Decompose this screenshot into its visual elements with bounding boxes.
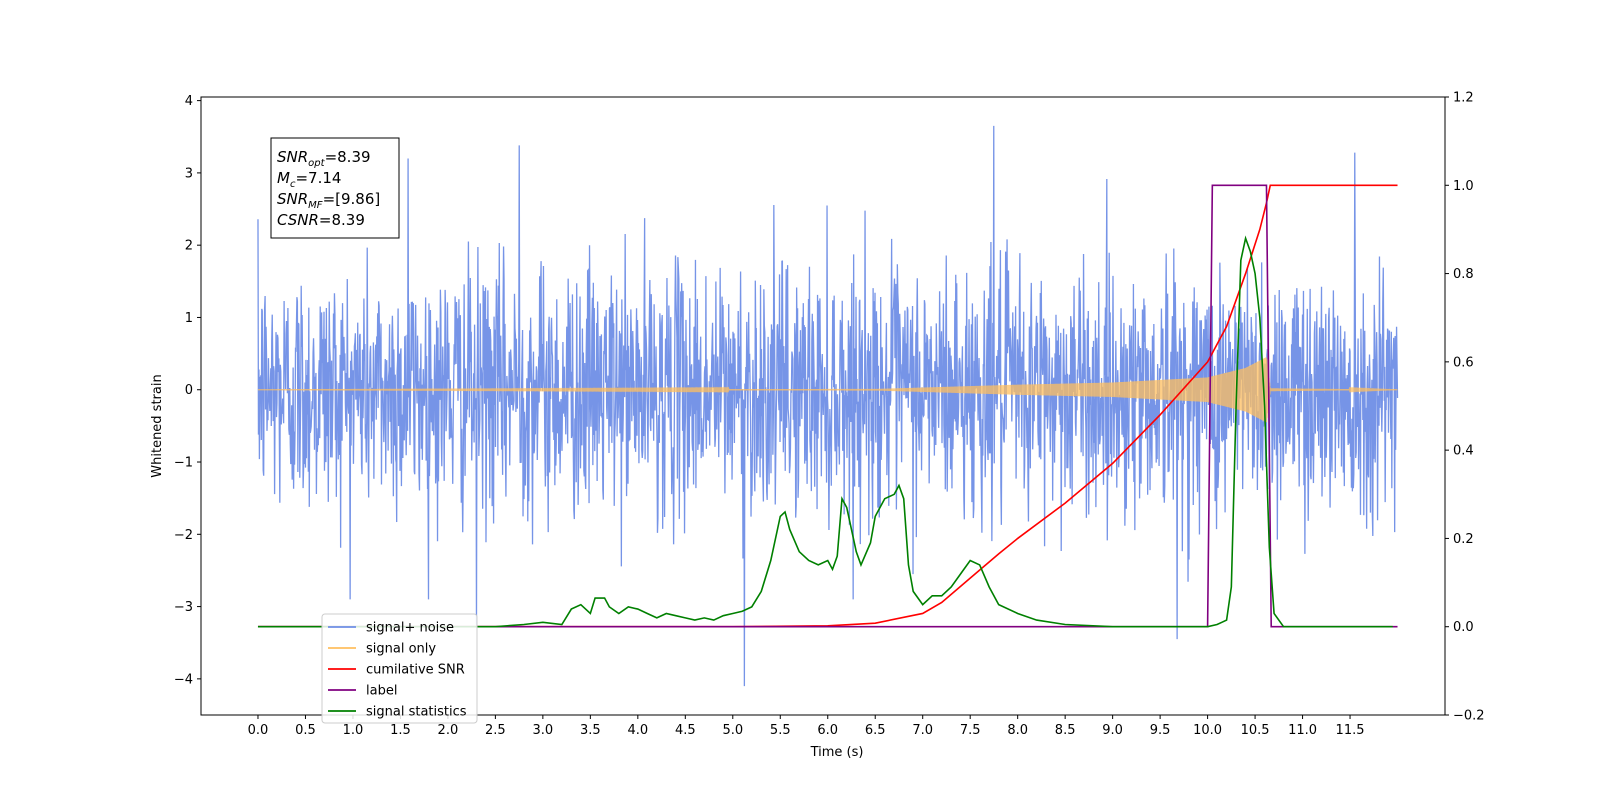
y-tick-label: 2: [185, 239, 193, 254]
y-tick-label: 4: [185, 94, 193, 109]
legend-label: cumilative SNR: [366, 663, 465, 678]
series-signal-statistics: [257, 235, 1393, 628]
legend-label: signal statistics: [366, 705, 467, 720]
y-tick-label: 0: [185, 383, 193, 398]
legend-label: label: [366, 684, 397, 699]
y-tick-label: 1: [185, 311, 193, 326]
annotation-box: [270, 137, 400, 239]
annotation-line: Mc=7.14: [277, 169, 341, 190]
x-tick-label: 4.5: [675, 723, 696, 738]
x-tick-label: 0.0: [248, 723, 269, 738]
annotation-subscript: c: [290, 179, 296, 190]
annotation-symbol: SNR: [277, 148, 308, 166]
x-tick-label: 10.0: [1193, 723, 1222, 738]
annotation-symbol: M: [277, 169, 290, 187]
x-tick-label: 4.0: [627, 723, 648, 738]
legend-box: [321, 613, 478, 724]
x-tick-label: 6.0: [817, 723, 838, 738]
x-tick-label: 2.5: [485, 723, 506, 738]
y2-tick-label: 1.0: [1453, 179, 1474, 194]
x-tick-label: 9.0: [1102, 723, 1123, 738]
annotation-value: =8.39: [325, 148, 371, 166]
x-tick-label: 8.5: [1055, 723, 1076, 738]
x-tick-label: 3.0: [533, 723, 554, 738]
series-cumilative-snr: [257, 184, 1398, 628]
legend-label: signal only: [366, 642, 436, 657]
plot-frame: [200, 96, 1446, 716]
x-tick-label: 11.5: [1336, 723, 1365, 738]
x-tick-label: 2.0: [438, 723, 459, 738]
x-tick-label: 11.0: [1288, 723, 1317, 738]
y-tick-label: −1: [174, 456, 193, 471]
annotation-symbol: CSNR: [277, 211, 319, 229]
annotation-value: =7.14: [295, 169, 341, 187]
y2-tick-label: 0.4: [1453, 444, 1474, 459]
annotation-value: =8.39: [319, 211, 365, 229]
series-signal-only: [257, 357, 1398, 423]
legend-label: signal+ noise: [366, 621, 454, 636]
x-tick-label: 9.5: [1150, 723, 1171, 738]
y2-tick-label: −0.2: [1453, 709, 1485, 724]
x-tick-label: 6.5: [865, 723, 886, 738]
y-tick-label: −3: [174, 600, 193, 615]
x-tick-label: 0.5: [295, 723, 316, 738]
x-tick-label: 7.5: [960, 723, 981, 738]
x-tick-label: 8.0: [1007, 723, 1028, 738]
annotation-value: =[9.86]: [323, 190, 381, 208]
x-tick-label: 7.0: [912, 723, 933, 738]
y-tick-label: 3: [185, 166, 193, 181]
annotation-subscript: opt: [308, 158, 325, 169]
annotation-line: SNRopt=8.39: [277, 148, 371, 169]
y2-tick-label: 0.6: [1453, 355, 1474, 370]
x-tick-label: 1.0: [343, 723, 364, 738]
annotation-line: SNRMF=[9.86]: [277, 190, 380, 211]
y2-tick-label: 1.2: [1453, 91, 1474, 106]
y-tick-label: −4: [174, 672, 193, 687]
x-tick-label: 5.0: [722, 723, 743, 738]
y-tick-label: −2: [174, 528, 193, 543]
y2-tick-label: 0.2: [1453, 532, 1474, 547]
annotation-symbol: SNR: [277, 190, 308, 208]
x-axis-label: Time (s): [810, 745, 864, 760]
x-tick-label: 10.5: [1241, 723, 1270, 738]
x-tick-label: 1.5: [390, 723, 411, 738]
y2-tick-label: 0.0: [1453, 620, 1474, 635]
y2-tick-label: 0.8: [1453, 267, 1474, 282]
x-tick-label: 5.5: [770, 723, 791, 738]
series-signal-plus-noise: [257, 125, 1399, 687]
y-axis-label: Whitened strain: [150, 374, 165, 477]
x-tick-label: 3.5: [580, 723, 601, 738]
annotation-line: CSNR=8.39: [277, 211, 365, 229]
annotation-subscript: MF: [308, 200, 323, 211]
